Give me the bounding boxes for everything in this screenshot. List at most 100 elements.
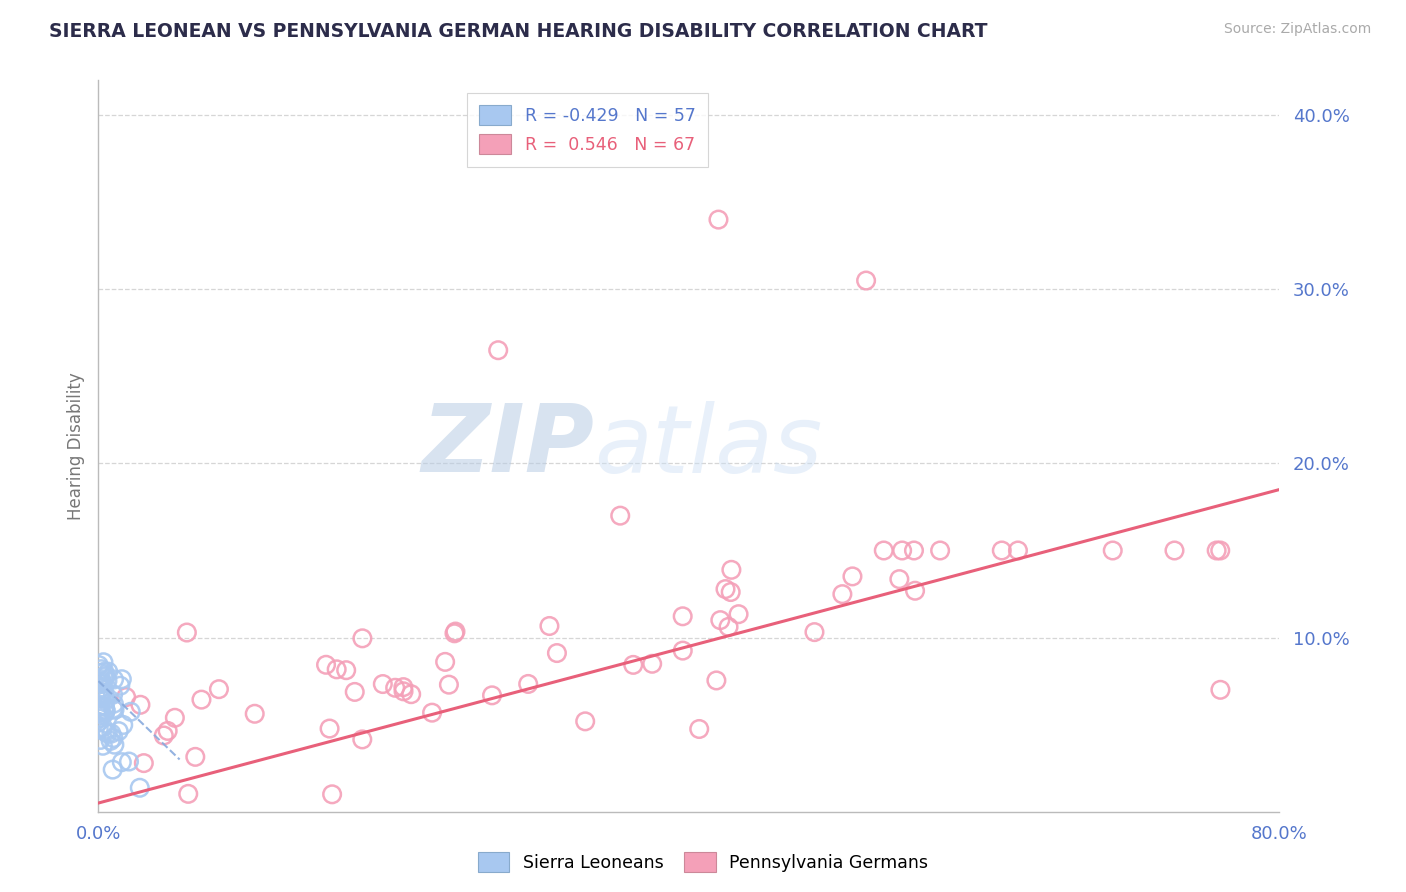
Point bbox=[517, 677, 540, 691]
Point bbox=[90, 665, 112, 680]
Point bbox=[90, 674, 112, 689]
Point bbox=[1007, 543, 1029, 558]
Point bbox=[392, 684, 415, 698]
Point bbox=[103, 673, 125, 687]
Point bbox=[177, 787, 200, 801]
Point bbox=[118, 755, 141, 769]
Point bbox=[321, 787, 343, 801]
Point bbox=[1209, 543, 1232, 558]
Point bbox=[384, 681, 406, 695]
Point bbox=[152, 729, 174, 743]
Point bbox=[89, 711, 111, 725]
Point bbox=[486, 343, 509, 358]
Point bbox=[688, 722, 710, 736]
Point bbox=[891, 543, 914, 558]
Point bbox=[444, 624, 467, 639]
Point bbox=[399, 687, 422, 701]
Point bbox=[315, 657, 337, 672]
Point bbox=[434, 655, 457, 669]
Point bbox=[1205, 543, 1227, 558]
Point bbox=[184, 750, 207, 764]
Point bbox=[392, 680, 415, 694]
Point bbox=[94, 704, 117, 718]
Point bbox=[91, 677, 114, 691]
Point bbox=[720, 585, 742, 599]
Point bbox=[90, 691, 112, 706]
Point bbox=[120, 705, 142, 719]
Point bbox=[89, 688, 111, 702]
Point bbox=[443, 626, 465, 640]
Point bbox=[672, 609, 695, 624]
Point bbox=[371, 677, 394, 691]
Point bbox=[93, 689, 115, 703]
Point bbox=[873, 543, 896, 558]
Point bbox=[96, 673, 118, 688]
Point bbox=[90, 662, 112, 676]
Point bbox=[903, 543, 925, 558]
Point bbox=[90, 681, 112, 695]
Point bbox=[621, 657, 644, 672]
Point bbox=[707, 212, 730, 227]
Point bbox=[546, 646, 568, 660]
Point bbox=[335, 663, 357, 677]
Text: atlas: atlas bbox=[595, 401, 823, 491]
Point bbox=[94, 668, 117, 682]
Point bbox=[93, 655, 115, 669]
Point bbox=[1163, 543, 1185, 558]
Point bbox=[318, 722, 340, 736]
Point bbox=[89, 706, 111, 720]
Point bbox=[609, 508, 631, 523]
Point bbox=[87, 684, 110, 698]
Point bbox=[831, 587, 853, 601]
Point bbox=[87, 675, 110, 690]
Point bbox=[90, 704, 112, 718]
Point bbox=[714, 582, 737, 596]
Point bbox=[103, 697, 125, 711]
Point bbox=[437, 678, 460, 692]
Point bbox=[163, 711, 186, 725]
Point bbox=[101, 763, 124, 777]
Point bbox=[641, 657, 664, 671]
Point bbox=[93, 670, 115, 684]
Point bbox=[1209, 682, 1232, 697]
Point bbox=[243, 706, 266, 721]
Point bbox=[904, 583, 927, 598]
Point bbox=[343, 685, 366, 699]
Point bbox=[132, 756, 155, 771]
Point bbox=[128, 780, 150, 795]
Point bbox=[103, 702, 125, 716]
Legend: R = -0.429   N = 57, R =  0.546   N = 67: R = -0.429 N = 57, R = 0.546 N = 67 bbox=[467, 93, 707, 167]
Point bbox=[89, 699, 111, 714]
Point bbox=[90, 733, 112, 747]
Point bbox=[87, 658, 110, 673]
Point bbox=[352, 632, 374, 646]
Point bbox=[110, 679, 132, 693]
Point bbox=[991, 543, 1014, 558]
Point bbox=[420, 706, 443, 720]
Point bbox=[112, 718, 135, 732]
Point bbox=[481, 689, 503, 703]
Point bbox=[855, 274, 877, 288]
Point bbox=[93, 686, 115, 700]
Point bbox=[103, 703, 125, 717]
Point bbox=[111, 672, 134, 686]
Point bbox=[94, 725, 117, 739]
Point bbox=[803, 625, 825, 640]
Point bbox=[89, 690, 111, 704]
Text: ZIP: ZIP bbox=[422, 400, 595, 492]
Point bbox=[929, 543, 952, 558]
Point bbox=[97, 726, 120, 740]
Point bbox=[93, 665, 115, 679]
Text: SIERRA LEONEAN VS PENNSYLVANIA GERMAN HEARING DISABILITY CORRELATION CHART: SIERRA LEONEAN VS PENNSYLVANIA GERMAN HE… bbox=[49, 22, 987, 41]
Point bbox=[100, 734, 122, 748]
Point bbox=[727, 607, 749, 622]
Y-axis label: Hearing Disability: Hearing Disability bbox=[66, 372, 84, 520]
Point bbox=[89, 690, 111, 704]
Point bbox=[574, 714, 596, 729]
Point bbox=[94, 693, 117, 707]
Point bbox=[352, 732, 374, 747]
Point bbox=[94, 706, 117, 720]
Point bbox=[720, 563, 742, 577]
Point bbox=[190, 692, 212, 706]
Point bbox=[100, 726, 122, 740]
